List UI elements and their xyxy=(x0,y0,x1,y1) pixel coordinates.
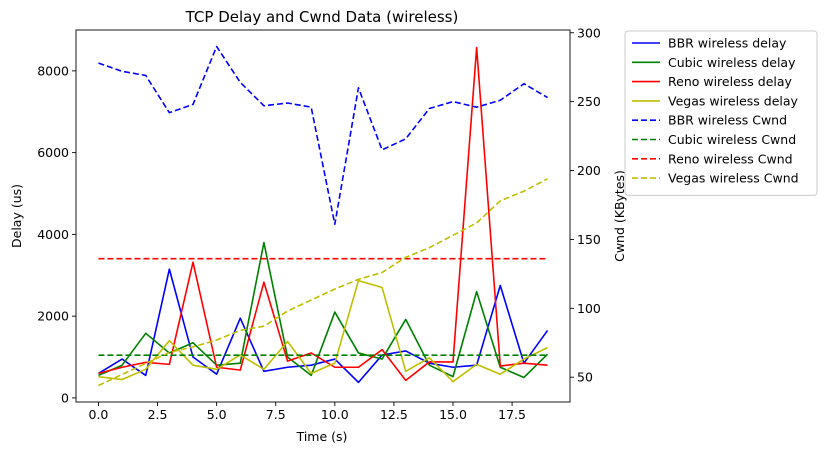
x-axis-label: Time (s) xyxy=(296,429,348,444)
y-right-tick-label: 300 xyxy=(577,25,601,40)
x-tick-label: 17.5 xyxy=(498,407,526,422)
series-line-vegas-wireless-delay xyxy=(98,279,548,383)
x-tick-label: 2.5 xyxy=(148,407,168,422)
x-tick-label: 7.5 xyxy=(266,407,286,422)
x-tick-label: 0.0 xyxy=(89,407,109,422)
plot-frame xyxy=(75,29,571,403)
legend-entry-label: Vegas wireless delay xyxy=(668,93,799,108)
series-line-bbr-wireless-delay xyxy=(98,268,549,384)
y-right-tick-label: 100 xyxy=(577,301,601,316)
legend: BBR wireless delay Cubic wireless delay Re… xyxy=(624,30,818,196)
x-tick-label: 5.0 xyxy=(207,407,227,422)
legend-entry-label: Vegas wireless Cwnd xyxy=(668,171,799,186)
series-line-vegas-wireless-cwnd xyxy=(98,178,548,387)
x-tick-label: 10.0 xyxy=(321,407,349,422)
x-tick-label: 12.5 xyxy=(380,407,408,422)
chart-title: TCP Delay and Cwnd Data (wireless) xyxy=(185,8,459,26)
y-left-tick-label: 0 xyxy=(61,390,69,405)
y-right-tick-label: 50 xyxy=(577,370,593,385)
legend-entry-label: BBR wireless Cwnd xyxy=(668,113,787,128)
y-left-tick-label: 4000 xyxy=(37,227,69,242)
legend-entry-label: BBR wireless delay xyxy=(668,36,787,51)
legend-entry-label: Cubic wireless delay xyxy=(668,55,796,70)
series-line-bbr-wireless-cwnd xyxy=(98,45,548,226)
y-right-tick-label: 250 xyxy=(577,94,601,109)
legend-box xyxy=(624,30,818,196)
y-right-tick-label: 200 xyxy=(577,163,601,178)
y-left-tick-label: 8000 xyxy=(37,63,69,78)
x-tick-label: 15.0 xyxy=(439,407,467,422)
legend-entry-label: Reno wireless delay xyxy=(668,74,793,89)
y-axis-label-left: Delay (us) xyxy=(9,184,24,248)
y-axis-label-right: Cwnd (KBytes) xyxy=(612,170,627,262)
plot-area xyxy=(98,45,549,387)
y-right-tick-label: 150 xyxy=(577,232,601,247)
y-left-tick-label: 6000 xyxy=(37,145,69,160)
legend-entry-label: Cubic wireless Cwnd xyxy=(668,132,796,147)
axes-layer: 0.0 2.5 5.0 7.5 10.0 12.5 15.0 17.5 0 2000 4000 600… xyxy=(37,25,601,422)
y-left-tick-label: 2000 xyxy=(37,309,69,324)
series-line-reno-wireless-delay xyxy=(98,46,548,382)
legend-entry-label: Reno wireless Cwnd xyxy=(668,151,793,166)
